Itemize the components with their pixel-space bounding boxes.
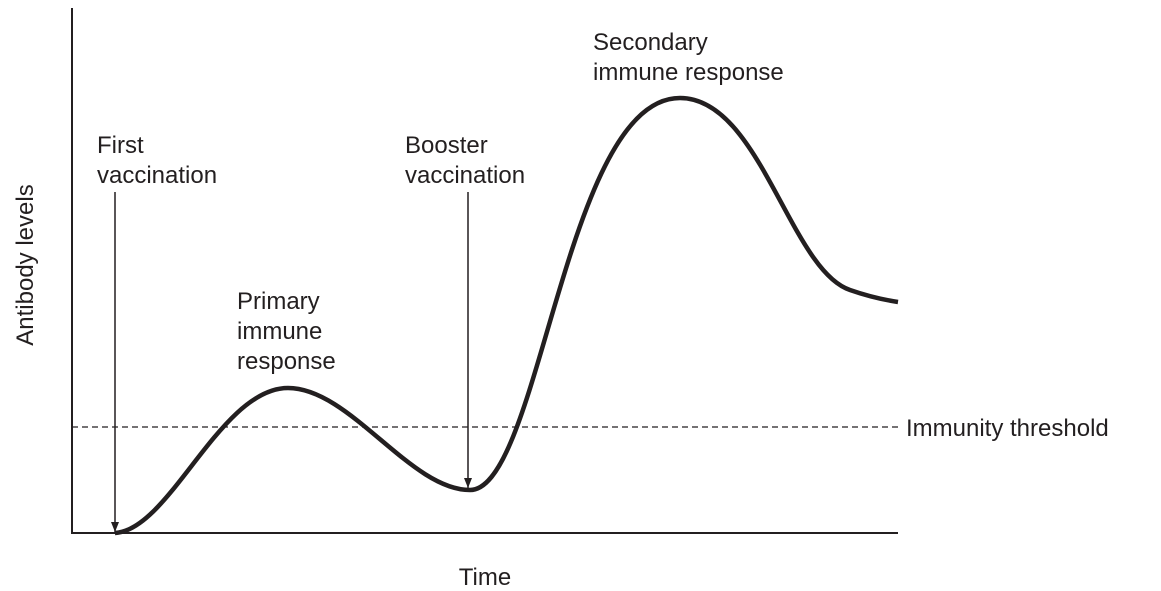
x-axis-label: Time — [459, 564, 511, 591]
annotation-line: immune — [237, 318, 322, 345]
annotation-line: vaccination — [97, 162, 217, 189]
annotation: Primary immune response — [237, 288, 336, 375]
annotations: First vaccination Booster vaccination Primar… — [97, 29, 784, 375]
annotation-line: Primary — [237, 288, 320, 315]
y-axis-label: Antibody levels — [12, 184, 39, 345]
annotation-line: First — [97, 132, 144, 159]
annotation: Booster vaccination — [405, 132, 525, 189]
annotation-line: immune response — [593, 59, 784, 86]
threshold-label: Immunity threshold — [906, 415, 1109, 442]
annotation: First vaccination — [97, 132, 217, 189]
annotation-line: response — [237, 348, 336, 375]
annotation: Secondary immune response — [593, 29, 784, 86]
annotation-line: vaccination — [405, 162, 525, 189]
antibody-curve — [114, 95, 899, 536]
annotation-line: Secondary — [593, 29, 708, 56]
annotation-line: Booster — [405, 132, 488, 159]
